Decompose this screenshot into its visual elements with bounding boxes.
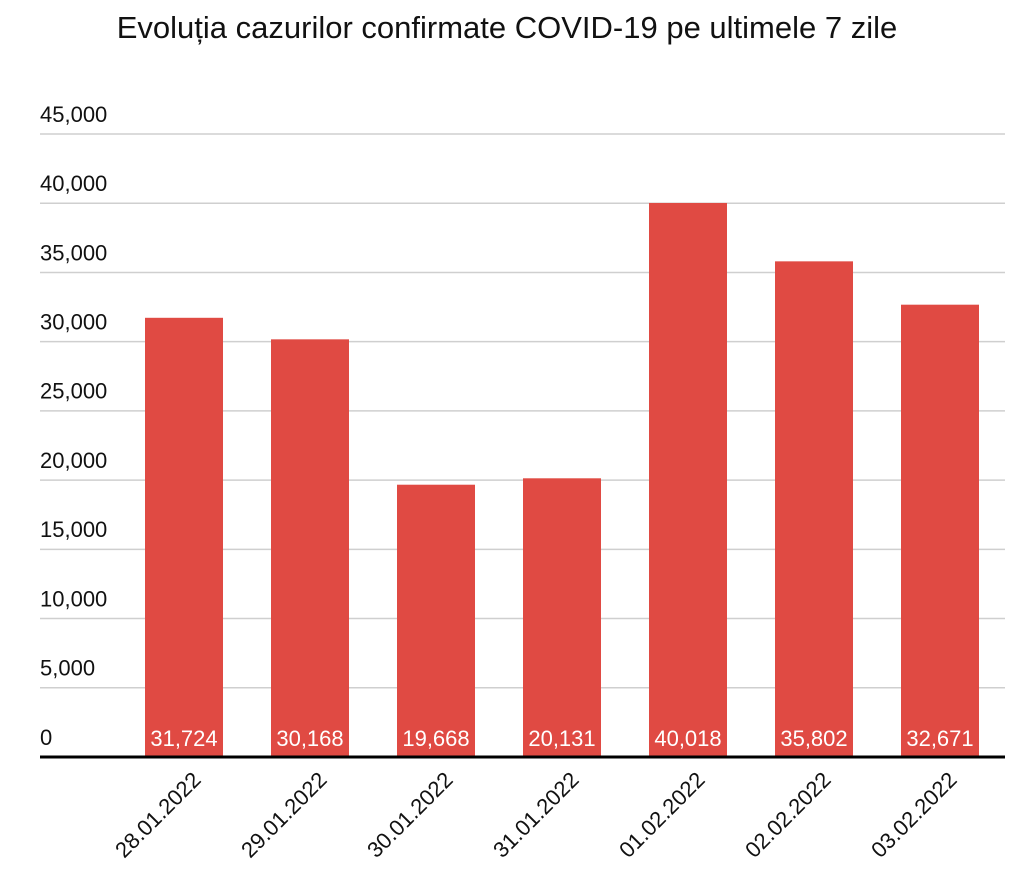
bar [397, 484, 475, 757]
x-tick-label: 02.02.2022 [740, 767, 836, 863]
y-tick-label: 35,000 [40, 240, 107, 265]
y-tick-label: 40,000 [40, 171, 107, 196]
y-tick-label: 45,000 [40, 102, 107, 127]
y-tick-label: 15,000 [40, 517, 107, 542]
x-tick-label: 03.02.2022 [866, 767, 962, 863]
bar [271, 339, 349, 757]
x-tick-label: 29.01.2022 [236, 767, 332, 863]
y-tick-label: 0 [40, 725, 52, 750]
value-label: 19,668 [402, 726, 469, 751]
bar [523, 478, 601, 757]
x-tick-label: 30.01.2022 [362, 767, 458, 863]
y-tick-label: 30,000 [40, 309, 107, 334]
y-tick-label: 10,000 [40, 586, 107, 611]
value-label: 31,724 [150, 726, 217, 751]
bar [775, 261, 853, 757]
x-tick-label: 01.02.2022 [614, 767, 710, 863]
chart-title: Evoluția cazurilor confirmate COVID-19 p… [117, 10, 897, 45]
value-label: 30,168 [276, 726, 343, 751]
x-tick-label: 31.01.2022 [488, 767, 584, 863]
value-label: 32,671 [906, 726, 973, 751]
value-label: 40,018 [654, 726, 721, 751]
value-label: 35,802 [780, 726, 847, 751]
y-tick-label: 25,000 [40, 379, 107, 404]
bar [649, 202, 727, 757]
value-label: 20,131 [528, 726, 595, 751]
y-tick-label: 20,000 [40, 448, 107, 473]
x-tick-label: 28.01.2022 [110, 767, 206, 863]
bar [145, 317, 223, 757]
y-tick-label: 5,000 [40, 656, 95, 681]
bar [901, 304, 979, 757]
